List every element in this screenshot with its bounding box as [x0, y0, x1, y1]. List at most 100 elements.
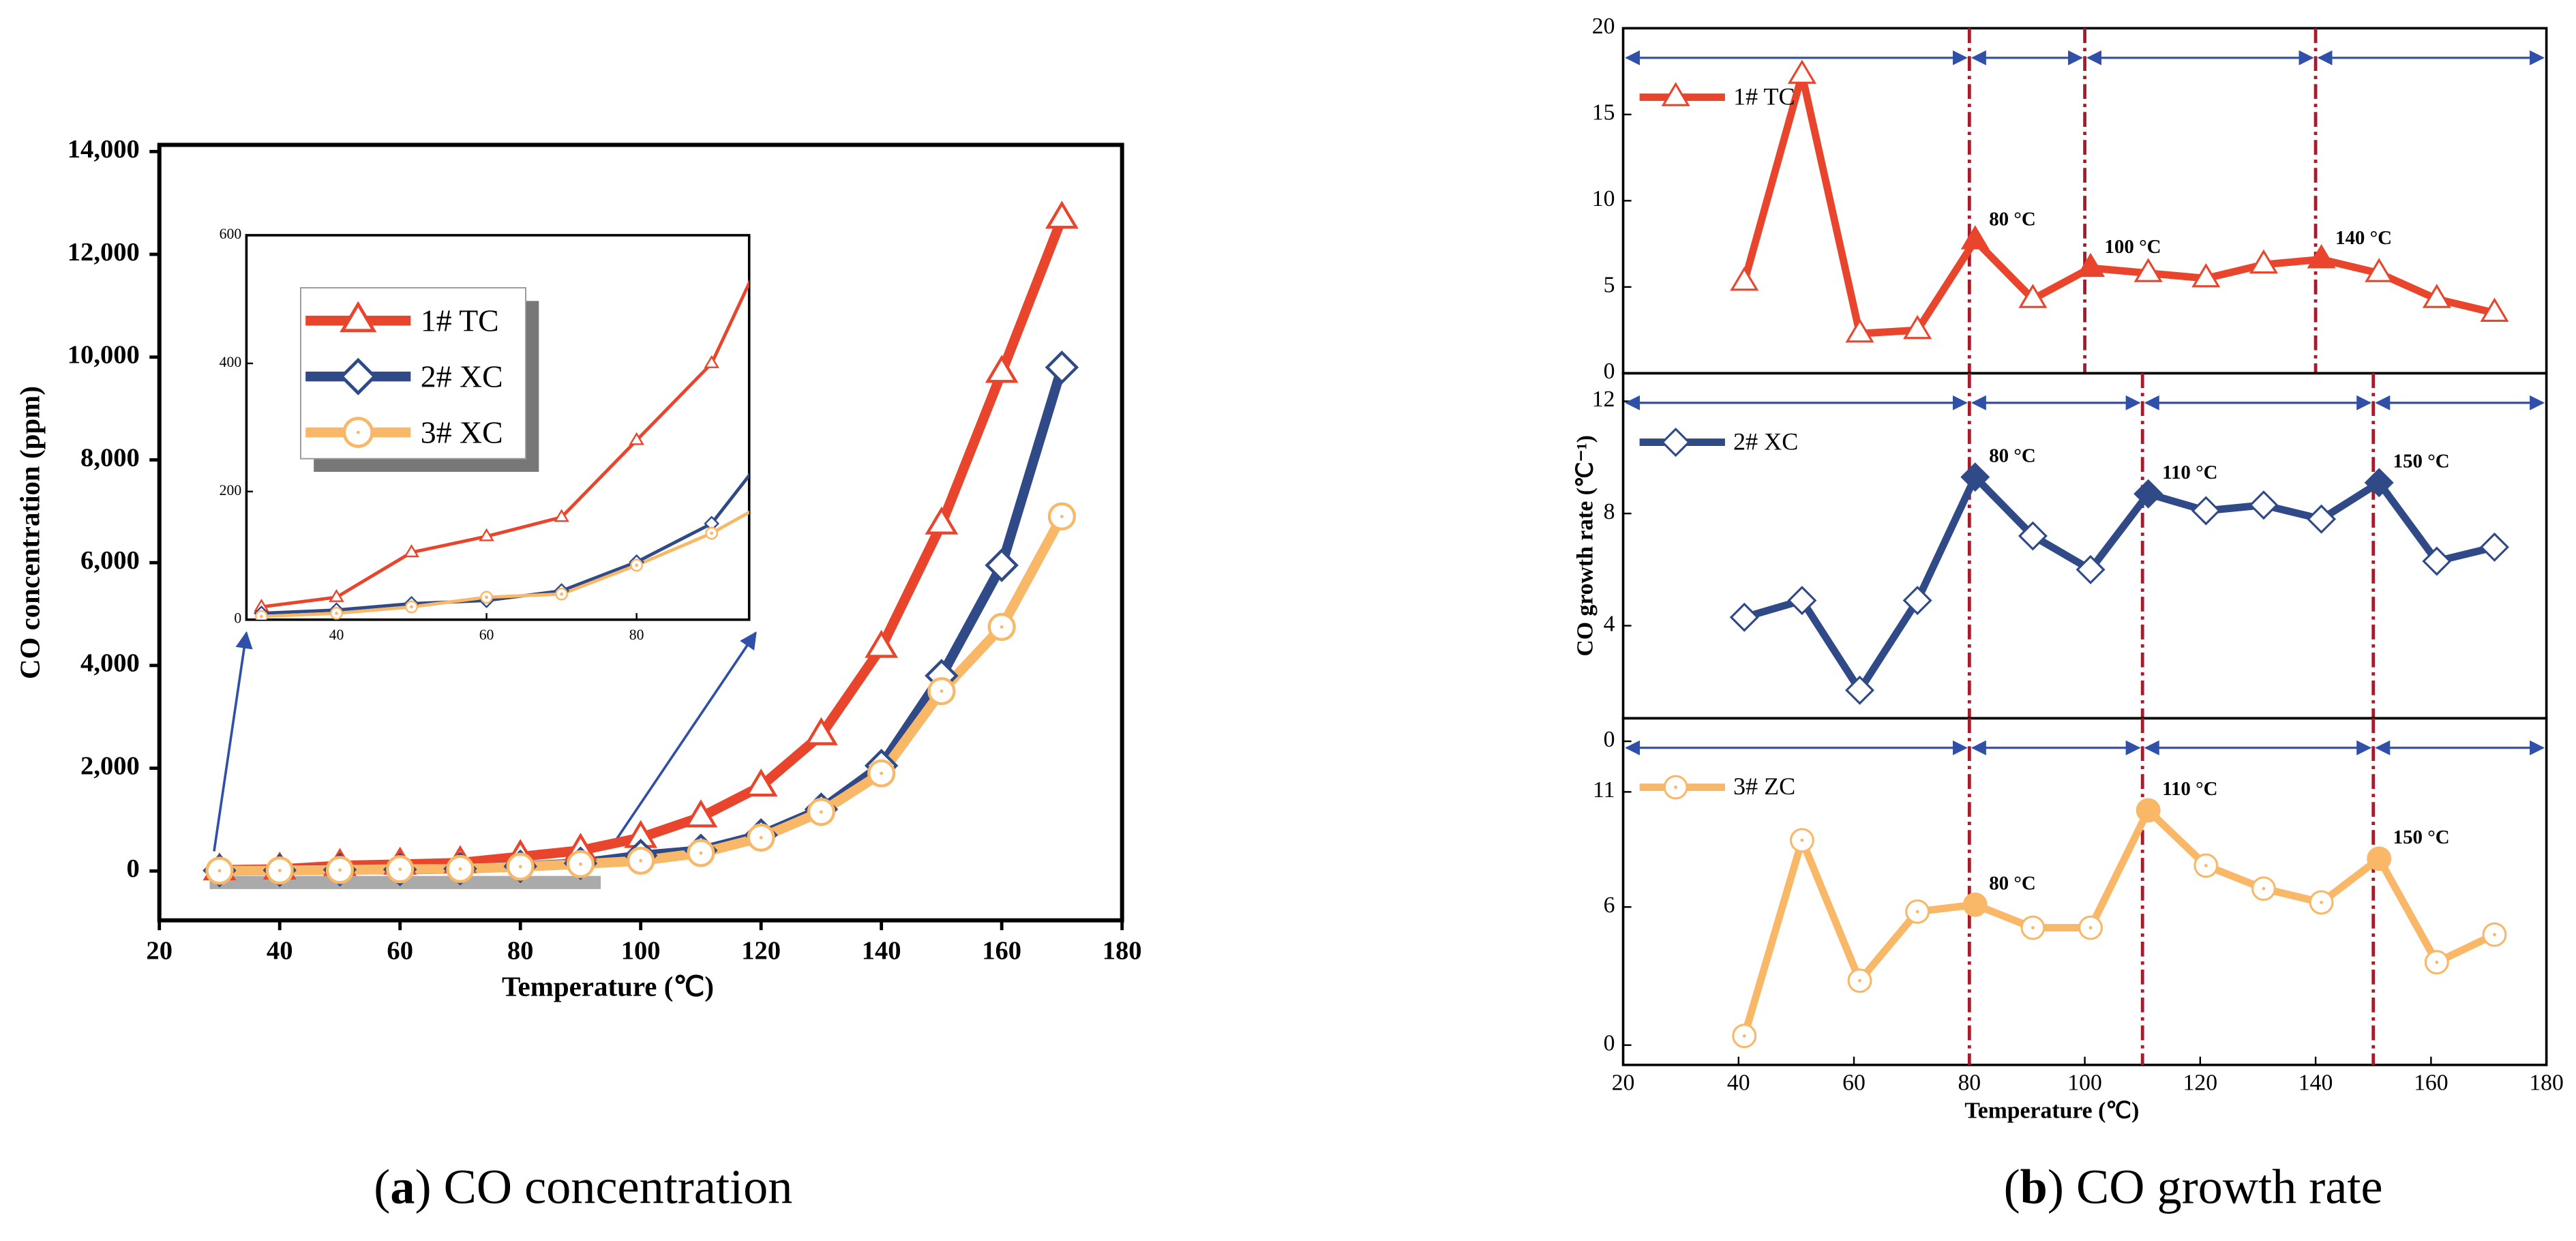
- inset-x-tick-label: 80: [629, 627, 644, 643]
- x-tick-label: 100: [2067, 1070, 2102, 1095]
- inset-y-tick-label: 200: [220, 482, 242, 498]
- marker-dot: [260, 614, 263, 618]
- marker: [479, 528, 494, 541]
- marker-dot: [560, 592, 564, 596]
- marker: [931, 198, 942, 209]
- y-tick-label: 11: [1593, 777, 1615, 803]
- y-tick-label: 5: [1604, 273, 1615, 298]
- series-line: [1741, 71, 2496, 338]
- marker: [930, 164, 943, 177]
- annotation: 80 °C: [1989, 208, 2036, 230]
- series-line: [261, 510, 749, 618]
- marker: [2479, 532, 2509, 562]
- y-tick-label: 4: [1604, 611, 1615, 636]
- marker: [1787, 586, 1817, 616]
- marker: [1661, 428, 1691, 458]
- marker: [781, 196, 793, 207]
- marker: [1845, 675, 1874, 705]
- inset-x-tick-label: 40: [329, 627, 344, 643]
- marker-dot: [2204, 864, 2208, 867]
- marker: [2076, 252, 2106, 278]
- x-tick-label: 80: [507, 937, 534, 966]
- y-tick-label: 4,000: [80, 649, 140, 678]
- marker: [1903, 314, 1932, 340]
- marker: [2422, 546, 2452, 576]
- marker: [340, 301, 377, 333]
- y-tick-label: 0: [1604, 1030, 1615, 1056]
- annotation: 110 °C: [2162, 462, 2217, 483]
- series-line: [1743, 473, 2496, 694]
- marker: [855, 357, 868, 370]
- marker-dot: [338, 868, 342, 872]
- marker: [629, 432, 644, 445]
- marker-dot: [1674, 786, 1678, 789]
- marker: [2136, 798, 2161, 823]
- marker-dot: [518, 865, 522, 869]
- caption: (b) CO growth rate: [2004, 1159, 2383, 1214]
- y-tick-label: 10: [1592, 186, 1615, 211]
- marker-dot: [940, 689, 944, 693]
- annotation: 150 °C: [2393, 451, 2450, 473]
- x-axis-label: Temperature (℃): [1964, 1098, 2139, 1123]
- x-tick-label: 140: [862, 937, 901, 966]
- series-line: [261, 279, 749, 609]
- annotation: 150 °C: [2393, 826, 2450, 848]
- marker-dot: [218, 869, 222, 873]
- y-tick-label: 2,000: [80, 751, 140, 780]
- marker: [329, 588, 344, 602]
- x-tick-label: 120: [741, 937, 781, 966]
- caption-part: (: [374, 1159, 390, 1214]
- marker-dot: [2320, 901, 2323, 904]
- marker: [2133, 258, 2163, 282]
- marker-dot: [710, 531, 714, 535]
- annotation: 110 °C: [2162, 778, 2217, 800]
- x-tick-label: 60: [1842, 1070, 1866, 1095]
- x-tick-label: 180: [1103, 937, 1142, 966]
- marker: [985, 355, 1019, 383]
- marker: [339, 357, 377, 395]
- marker-dot: [2435, 960, 2439, 964]
- y-tick-label: 6: [1604, 893, 1615, 918]
- marker-dot: [639, 858, 643, 863]
- x-tick-label: 80: [1958, 1070, 1981, 1095]
- marker-dot: [1000, 625, 1004, 629]
- marker-dot: [935, 202, 938, 205]
- marker: [2249, 249, 2279, 274]
- y-tick-label: 14,000: [68, 135, 140, 164]
- marker: [2307, 504, 2337, 534]
- marker: [2307, 244, 2336, 269]
- marker: [2249, 490, 2279, 520]
- caption-part: ) CO growth rate: [2048, 1159, 2383, 1214]
- legend-label: 3# XC: [421, 415, 503, 449]
- marker-dot: [2088, 926, 2093, 929]
- marker-dot: [356, 430, 360, 434]
- marker: [2018, 521, 2048, 551]
- y-tick-label: 12,000: [68, 238, 140, 267]
- marker-dot: [635, 563, 639, 567]
- zoom-arrow: [610, 631, 757, 849]
- zoom-arrow: [213, 631, 253, 852]
- marker-dot: [2493, 933, 2496, 937]
- marker: [1962, 892, 1988, 917]
- inset-plot: [254, 164, 943, 620]
- panel-frame: [1621, 372, 2548, 720]
- marker: [2365, 258, 2394, 282]
- marker: [1730, 266, 1759, 291]
- y-axis-label: CO concentration (ppm): [14, 386, 46, 679]
- marker-dot: [410, 605, 413, 609]
- marker: [1045, 350, 1079, 385]
- x-tick-label: 180: [2529, 1070, 2564, 1095]
- marker: [856, 390, 867, 401]
- marker: [1960, 462, 1990, 492]
- marker: [2018, 284, 2048, 308]
- y-tick-label: 0: [1604, 727, 1615, 752]
- y-tick-label: 15: [1592, 100, 1615, 125]
- legend-label: 2# XC: [421, 359, 503, 394]
- marker: [2191, 496, 2221, 526]
- marker: [1787, 59, 1816, 84]
- marker-dot: [579, 862, 582, 866]
- marker: [1845, 318, 1874, 343]
- marker: [781, 486, 792, 497]
- marker: [1960, 225, 1990, 250]
